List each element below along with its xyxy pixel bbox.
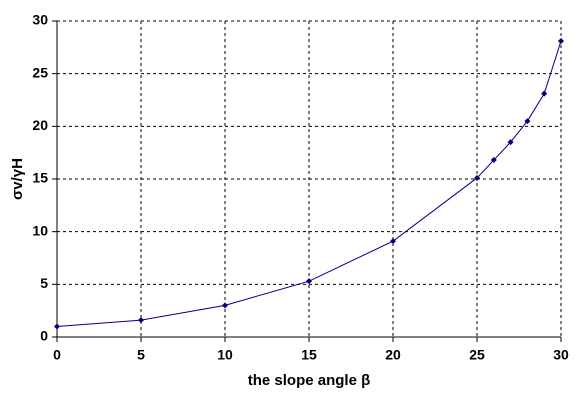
data-point — [507, 139, 514, 146]
y-axis-title: σv/γH — [9, 158, 26, 200]
y-tick-label: 5 — [40, 275, 48, 291]
data-point — [490, 157, 497, 164]
x-tick-label: 5 — [137, 347, 145, 363]
x-tick-label: 15 — [301, 347, 317, 363]
data-point — [54, 323, 60, 330]
y-tick-label: 30 — [32, 12, 48, 28]
x-tick-label: 10 — [217, 347, 233, 363]
data-point — [541, 90, 548, 97]
y-tick-label: 10 — [32, 222, 48, 238]
y-tick-label: 0 — [40, 328, 48, 344]
data-point — [138, 317, 144, 324]
x-axis-title: the slope angle β — [248, 372, 371, 389]
y-tick-label: 25 — [32, 64, 48, 80]
x-tick-label: 30 — [553, 347, 569, 363]
data-point — [306, 278, 312, 285]
data-point — [390, 238, 396, 245]
data-point — [524, 118, 531, 125]
x-tick-label: 25 — [469, 347, 485, 363]
y-tick-label: 20 — [32, 117, 48, 133]
x-tick-label: 20 — [385, 347, 401, 363]
y-tick-label: 15 — [32, 170, 48, 186]
data-point — [558, 38, 564, 45]
data-point — [474, 174, 480, 181]
data-point — [222, 302, 228, 309]
x-tick-label: 0 — [53, 347, 61, 363]
